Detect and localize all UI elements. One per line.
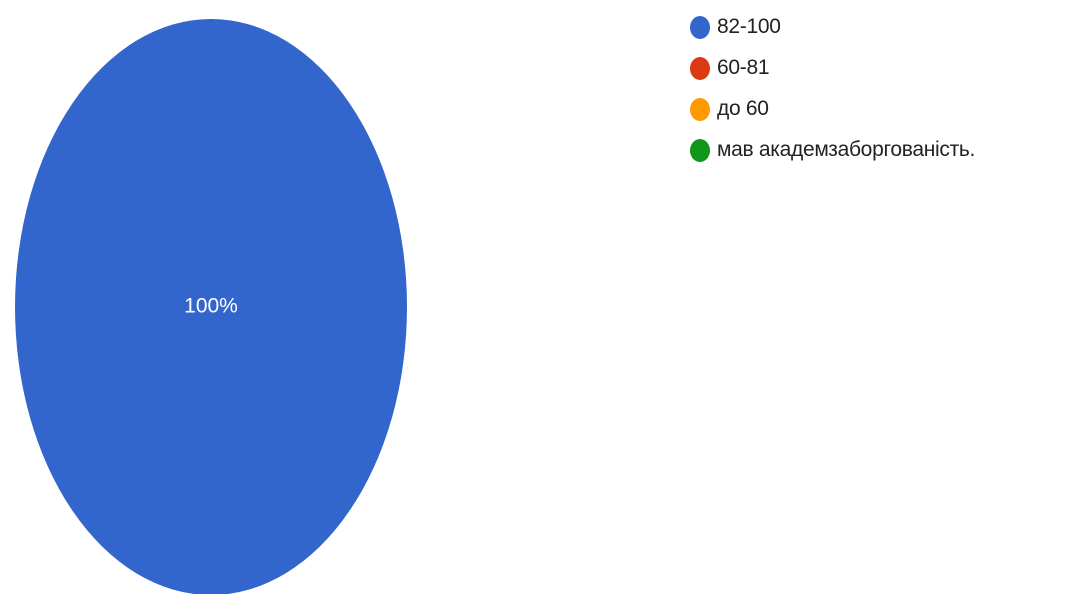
legend-label: 82-100 xyxy=(717,15,781,38)
legend-label: мав академзаборгованість. xyxy=(717,138,976,161)
legend-swatch xyxy=(690,97,710,121)
legend-item-below-60: до 60 xyxy=(690,94,975,124)
legend-item-82-100: 82-100 xyxy=(690,12,975,42)
legend-swatch xyxy=(690,15,710,39)
legend-item-academic-debt: мав академзаборгованість. xyxy=(690,135,975,165)
legend-item-60-81: 60-81 xyxy=(690,53,975,83)
slice-data-label: 100% xyxy=(184,295,238,318)
pie-chart: 100% xyxy=(15,19,407,594)
legend-label: 60-81 xyxy=(717,56,770,79)
legend-label: до 60 xyxy=(717,97,769,120)
chart-legend: 82-100 60-81 до 60 мав академзаборговані… xyxy=(690,12,975,176)
legend-swatch xyxy=(690,138,710,162)
legend-swatch xyxy=(690,56,710,80)
pie-slice-0 xyxy=(15,19,407,594)
